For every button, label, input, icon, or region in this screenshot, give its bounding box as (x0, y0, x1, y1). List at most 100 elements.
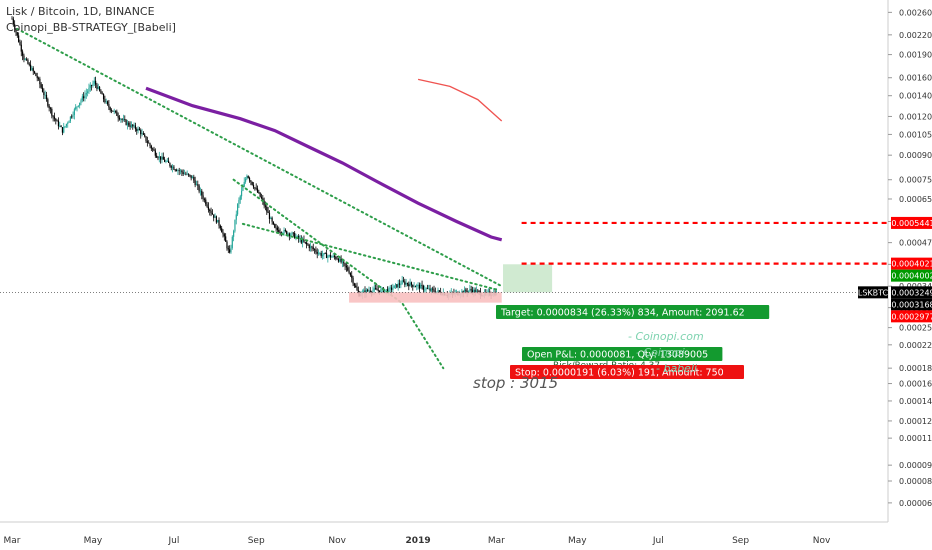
target-zone (503, 264, 553, 293)
candle-body (418, 284, 421, 289)
candles (11, 16, 497, 300)
candle-body (114, 110, 117, 112)
candle-body (182, 172, 184, 174)
candle-body (313, 249, 316, 250)
candle-body (255, 187, 257, 189)
candle-body (365, 289, 367, 294)
moving-average-line[interactable] (145, 86, 503, 242)
candle-body (405, 283, 407, 285)
price-tag-bg (891, 298, 932, 311)
candle-body (19, 41, 21, 45)
candle-body (158, 156, 160, 159)
candle-body (57, 120, 60, 127)
candle-body (178, 170, 180, 172)
band-curve-line[interactable] (417, 78, 503, 122)
candle-body (128, 122, 130, 126)
candle-body (183, 173, 186, 175)
candle-body (118, 117, 121, 120)
candle-body (56, 120, 58, 122)
price-tick-label: 0.0001650 (899, 380, 932, 389)
candle-body (268, 213, 271, 219)
candle-body (45, 94, 48, 100)
candle-body (29, 64, 32, 70)
candle-body (201, 190, 203, 196)
candle-body (71, 116, 73, 118)
open-pnl-label-text: Open P&L: 0.0000081, Qty: 13089005 (527, 350, 708, 361)
candle-body (20, 44, 22, 52)
candle-body (355, 285, 357, 288)
price-tag[interactable]: 0.0003168 (891, 298, 932, 311)
candle-body (101, 93, 103, 95)
candle-body (469, 289, 471, 291)
candle-body (211, 213, 213, 215)
candle-body (84, 94, 86, 99)
candle-body (104, 99, 106, 103)
price-tag[interactable]: 0.0004021 (891, 257, 932, 270)
candle-body (278, 229, 280, 233)
candle-body (189, 174, 191, 176)
candle-body (33, 71, 36, 74)
candle-body (348, 270, 350, 274)
candle-body (477, 290, 479, 292)
candle-body (181, 170, 183, 173)
candle-body (136, 129, 138, 131)
candle-body (64, 126, 66, 127)
candle-body (41, 87, 44, 92)
candle-body (470, 289, 472, 291)
price-tick-label: 0.0006500 (899, 195, 932, 204)
price-tag[interactable]: 0.0004002 (891, 269, 932, 282)
price-tag[interactable]: 0.0002977 (891, 310, 932, 323)
candle-body (426, 288, 428, 290)
candle-body (120, 119, 122, 120)
time-axis[interactable]: Mar May Jul Sep Nov 2019 Mar May Jul Sep Nov (0, 521, 888, 546)
candle-body (112, 110, 114, 112)
price-tick-label: 0.0004700 (899, 239, 932, 248)
stop-label[interactable]: Stop: 0.0000191 (6.03%) 191, Amount: 750 (510, 365, 744, 379)
candle-body (357, 290, 359, 294)
candle-body (73, 109, 75, 115)
candle-body (88, 87, 90, 92)
candle-body (108, 104, 110, 108)
trendline[interactable] (232, 178, 445, 370)
candle-body (126, 122, 129, 125)
candle-body (351, 275, 353, 278)
candle-body (272, 221, 275, 225)
price-tag[interactable]: 0.0005441 (891, 216, 932, 229)
candle-body (199, 190, 202, 192)
candle-body (130, 124, 133, 127)
candle-body (394, 284, 397, 286)
candle-body (81, 96, 83, 101)
candle-body (309, 246, 312, 249)
candle-body (280, 232, 282, 234)
watermark-text: - Coinopi.com (628, 330, 704, 343)
candle-body (296, 236, 298, 237)
trendline[interactable] (241, 222, 500, 292)
candle-body (169, 162, 171, 167)
candle-body (164, 159, 166, 162)
candle-body (215, 216, 217, 223)
candle-body (386, 289, 389, 293)
stop-label-text: Stop: 0.0000191 (6.03%) 191, Amount: 750 (515, 368, 724, 379)
candle-body (221, 228, 223, 233)
candle-body (185, 173, 187, 175)
candle-body (27, 59, 29, 64)
candle-body (72, 114, 74, 117)
candle-body (85, 93, 87, 95)
candle-body (217, 219, 219, 223)
candle-body (141, 133, 143, 135)
candle-body (152, 148, 154, 150)
candle-body (59, 125, 61, 127)
candle-body (207, 206, 210, 210)
price-tick-label: 0.0001850 (899, 364, 932, 373)
symbol-title: Lisk / Bitcoin, 1D, BINANCE (6, 5, 155, 18)
candle-body (248, 177, 251, 181)
candle-body (263, 200, 265, 206)
price-tag[interactable]: 0.0003249 (891, 286, 932, 299)
target-label[interactable]: Target: 0.0000834 (26.33%) 834, Amount: … (496, 305, 770, 319)
price-axis[interactable]: 0.0026000 0.0022000 0.0019000 0.0016000 0.00… (858, 0, 932, 522)
candle-body (171, 166, 174, 168)
candle-body (14, 24, 16, 30)
trendline[interactable] (16, 27, 503, 288)
open-pnl-label[interactable]: Open P&L: 0.0000081, Qty: 13089005 (522, 347, 723, 361)
